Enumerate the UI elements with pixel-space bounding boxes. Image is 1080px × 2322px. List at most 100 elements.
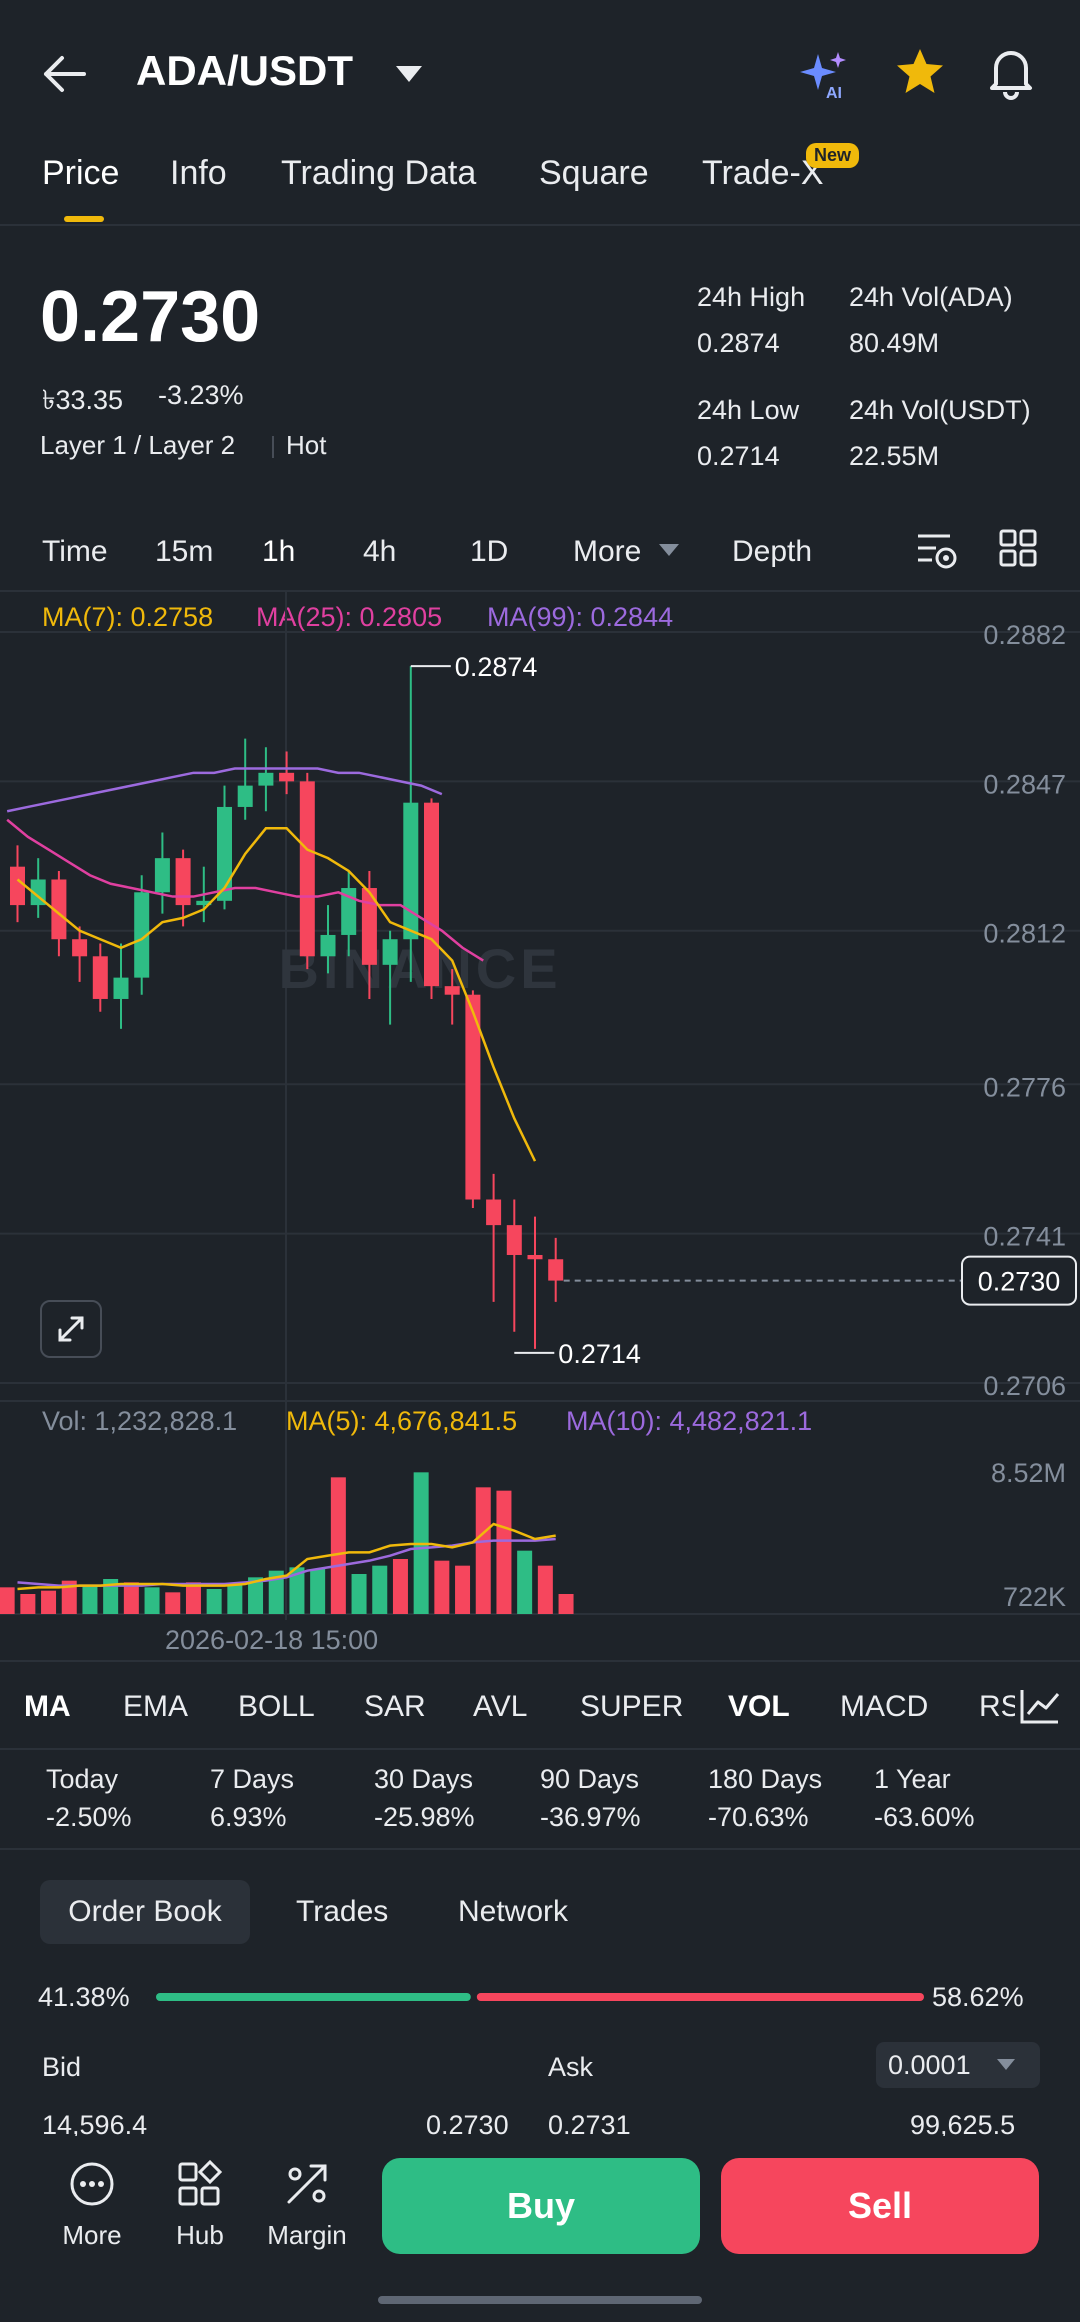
fiat-price: ৳33.35 [42,385,124,415]
ma99-line [6,767,443,813]
tf-1h[interactable]: 1h [262,535,296,568]
volume-bar-3 [61,1580,77,1614]
candle-body-8 [175,858,191,906]
ask-ratio-fill [476,1993,924,2001]
ind-macd[interactable]: MACD [840,1690,929,1723]
bid-price: 0.2730 [426,2110,509,2136]
price-chart[interactable]: 0.28820.28470.28120.27760.27410.2706BINA… [0,590,1080,1650]
candle-body-2 [51,879,67,940]
bell-icon[interactable] [986,44,1036,100]
ob-tab-orderbook[interactable]: Order Book [40,1880,250,1944]
fullscreen-button[interactable] [40,1300,102,1358]
ind-boll[interactable]: BOLL [238,1690,315,1723]
volume-bar-21 [434,1560,450,1614]
hub-nav[interactable]: Hub [164,2160,236,2251]
tab-info[interactable]: Info [170,154,227,192]
ind-rsi[interactable]: RSI [979,1690,1015,1723]
y-tick-0: 0.2882 [983,620,1066,650]
sell-button[interactable]: Sell [721,2158,1039,2254]
perf-value-5: -63.60% [874,1802,975,1832]
tab-trade-x[interactable]: Trade-X [702,154,824,192]
perf-value-2: -25.98% [374,1802,475,1832]
volume-bar-14 [289,1567,305,1614]
buy-button[interactable]: Buy [382,2158,700,2254]
precision-value: 0.0001 [888,2050,971,2080]
tabs-divider [0,224,1080,226]
vol-ma10-legend: MA(10): 4,482,821.1 [566,1406,813,1436]
candle-body-22 [465,994,481,1200]
tag-layer[interactable]: Layer 1 / Layer 2 [40,430,236,460]
volume-bar-10 [206,1589,222,1614]
tag-hot[interactable]: Hot [286,430,327,460]
home-indicator [378,2296,702,2304]
ind-vol[interactable]: VOL [728,1690,790,1723]
ind-sar[interactable]: SAR [364,1690,426,1723]
ob-tab-network[interactable]: Network [458,1895,569,1928]
ma7-line [16,827,537,1162]
tab-active-indicator [64,216,104,222]
svg-text:AI: AI [826,85,842,100]
indicator-chart-icon[interactable] [1018,1686,1062,1726]
vol-tick-top: 8.52M [991,1458,1066,1488]
y-tick-2: 0.2812 [983,919,1066,949]
tab-square[interactable]: Square [539,154,649,192]
y-tick-1: 0.2847 [983,769,1066,799]
volume-bar-22 [455,1565,471,1614]
pair-dropdown-icon[interactable] [394,64,424,84]
ind-ema[interactable]: EMA [123,1690,189,1723]
vol-tick-bottom: 722K [1003,1582,1066,1612]
tf-time[interactable]: Time [42,535,108,568]
hub-grid-icon [178,2160,223,2206]
layout-grid-icon[interactable] [998,528,1038,568]
perf-label-2: 30 Days [374,1764,474,1794]
vol-quote-label: 24h Vol(USDT) [849,395,1031,425]
vol-quote-value: 22.55M [849,441,940,471]
candle-body-19 [403,802,419,940]
perf-label-5: 1 Year [874,1764,951,1794]
volume-bar-15 [310,1569,326,1614]
volume-bar-9 [185,1582,201,1614]
ob-tab-trades[interactable]: Trades [296,1895,389,1928]
volume-bar-1 [20,1594,36,1614]
candle-body-10 [217,806,232,901]
high-label: 24h High [697,282,806,312]
more-nav[interactable]: More [56,2160,128,2251]
volume-bar-0 [0,1587,15,1614]
perf-value-1: 6.93% [210,1802,287,1832]
volume-bar-23 [475,1487,491,1614]
tf-1d[interactable]: 1D [470,535,509,568]
tab-trading-data[interactable]: Trading Data [281,154,477,192]
back-arrow-icon[interactable] [40,52,90,96]
volume-bar-2 [41,1590,57,1614]
perf-label-0: Today [46,1764,119,1794]
margin-nav[interactable]: Margin [262,2160,352,2251]
ind-avl[interactable]: AVL [473,1690,528,1723]
vol-base-value: 80.49M [849,328,940,358]
tf-depth[interactable]: Depth [732,535,813,568]
perf-label-4: 180 Days [708,1764,823,1794]
low-label: 24h Low [697,395,800,425]
tf-more-caret-icon[interactable] [658,542,680,558]
volume-bar-5 [103,1579,119,1614]
candle-body-4 [92,956,108,999]
pair-title[interactable]: ADA/USDT [136,47,353,94]
chart-settings-icon[interactable] [914,528,958,572]
ind-super[interactable]: SUPER [580,1690,684,1723]
ind-ma[interactable]: MA [24,1690,71,1723]
tab-price[interactable]: Price [42,154,120,192]
candle-body-21 [444,986,460,995]
margin-label: Margin [267,2220,347,2250]
volume-bar-16 [330,1477,346,1614]
indicator-divider [0,1748,1080,1750]
favorite-star-icon[interactable] [894,46,946,98]
candle-body-7 [154,858,170,893]
tf-15m[interactable]: 15m [155,535,214,568]
ai-sparkle-icon[interactable]: AI [796,48,854,100]
ma25-legend: MA(25): 0.2805 [256,602,443,632]
precision-select[interactable]: 0.0001 [876,2042,1040,2088]
candle-body-23 [486,1199,502,1226]
tf-4h[interactable]: 4h [363,535,397,568]
tf-more[interactable]: More [573,535,642,568]
last-price: 0.2730 [40,277,261,357]
